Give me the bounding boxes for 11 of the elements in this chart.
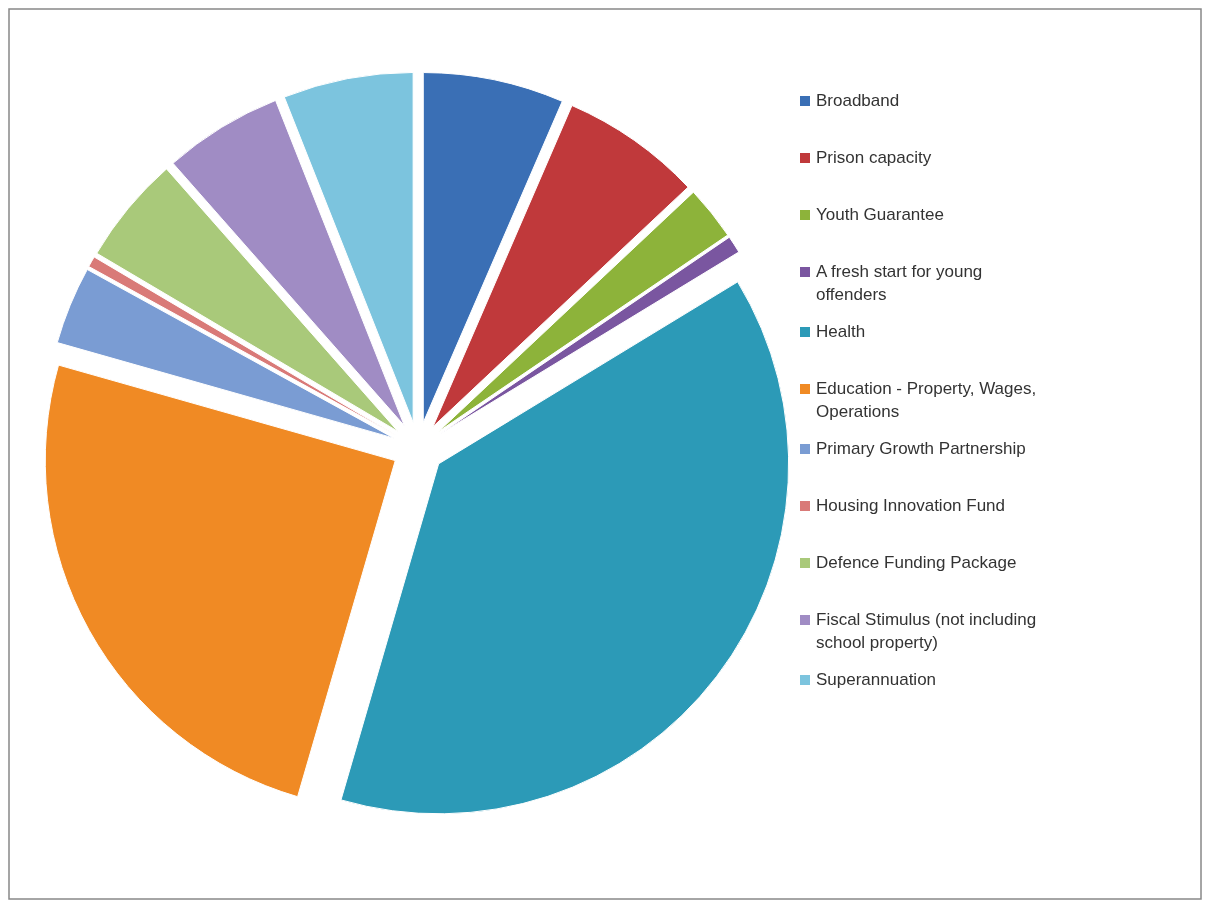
- legend-label: Housing Innovation Fund: [816, 496, 1006, 515]
- legend-label: Fiscal Stimulus (not including school property): [816, 610, 1037, 652]
- legend-label: Health: [816, 322, 866, 341]
- legend-label: Education - Property, Wages, Operations: [816, 379, 1037, 421]
- legend-label: Youth Guarantee: [816, 205, 944, 224]
- legend-label: Broadband: [816, 91, 900, 110]
- legend-label: Prison capacity: [816, 148, 932, 167]
- legend-label: Primary Growth Partnership: [816, 439, 1026, 458]
- legend-label: Superannuation: [816, 670, 937, 689]
- legend-label: Defence Funding Package: [816, 553, 1017, 572]
- legend-label: A fresh start for young offenders: [816, 262, 983, 304]
